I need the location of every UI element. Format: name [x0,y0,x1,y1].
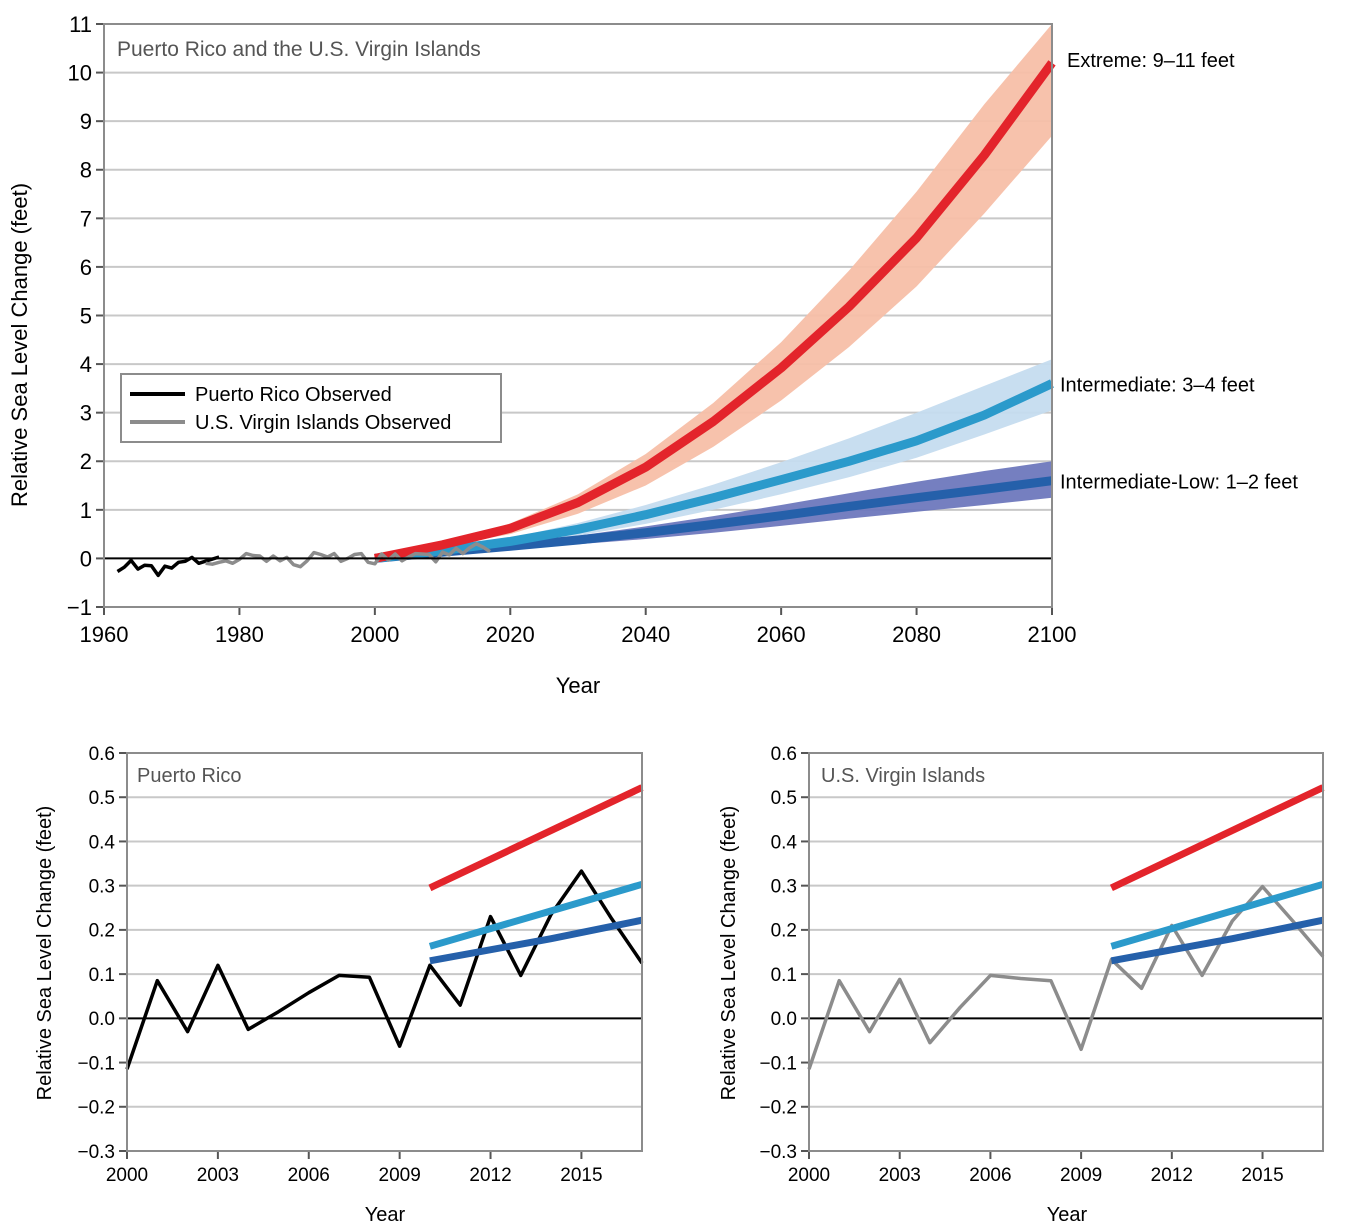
virgin-islands-plot-area [809,753,1323,1151]
virgin-islands-y-axis-label: Relative Sea Level Change (feet) [718,806,740,1101]
virgin-islands-y-tick-label: 0.1 [771,965,797,986]
puerto-rico-x-tick-label: 2006 [288,1165,330,1186]
scenario-label-extreme: Extreme: 9–11 feet [1067,50,1235,72]
main-chart: −1 0 1 2 3 4 5 6 7 8 9 10 11 1960 1980 2000 2020 2040 2060… [7,12,1298,698]
main-x-tick-label: 1980 [215,622,264,647]
virgin-islands-x-tick-label: 2003 [879,1165,921,1186]
legend-box [120,373,502,443]
virgin-islands-x-tick-label: 2006 [969,1165,1011,1186]
band-intermediate-low [374,461,1052,559]
main-x-tick-label: 2060 [757,622,806,647]
virgin-islands-chart: −0.3 −0.2 −0.1 0.0 0.1 0.2 0.3 0.4 0.5 0.6 2000 200… [718,744,1325,1224]
main-y-tick-label: 8 [80,158,92,183]
puerto-rico-y-tick-label: 0.4 [89,832,116,853]
puerto-rico-series-line-extreme [428,784,644,892]
puerto-rico-x-tick-label: 2009 [379,1165,421,1186]
virgin-islands-x-tick-label: 2015 [1241,1165,1283,1186]
puerto-rico-plot-border [126,752,643,1152]
virgin-islands-chart-title: U.S. Virgin Islands [821,765,985,787]
virgin-islands-y-tick-label: 0.4 [771,832,798,853]
main-chart-title: Puerto Rico and the U.S. Virgin Islands [117,38,481,61]
main-y-tick-label: 3 [80,401,92,426]
legend: Puerto Rico Observed U.S. Virgin Islands… [120,373,502,443]
scenario-label-intermediate-low: Intermediate-Low: 1–2 feet [1060,472,1298,494]
main-y-tick-label: 11 [69,12,92,37]
virgin-islands-y-tick-label: 0.3 [771,877,797,898]
main-y-tick-label: 1 [80,498,92,523]
main-y-tick-label: 4 [80,352,92,377]
virgin-islands-plot-border [808,752,1324,1152]
virgin-islands-series-line-u-s-virgin-islands-observed [807,884,1325,1070]
main-x-tick-label: 2080 [892,622,941,647]
virgin-islands-x-tick-label: 2000 [788,1165,830,1186]
puerto-rico-y-tick-label: −0.3 [77,1142,115,1163]
virgin-islands-x-tick-label: 2012 [1151,1165,1193,1186]
puerto-rico-x-tick-label: 2003 [197,1165,239,1186]
main-x-tick-label: 2020 [486,622,535,647]
virgin-islands-series-line-intermediate-low [1110,916,1324,965]
main-x-tick-label: 2000 [350,622,399,647]
puerto-rico-series-line-intermediate [428,880,643,950]
puerto-rico-x-tick-label: 2015 [560,1165,602,1186]
puerto-rico-y-axis-label: Relative Sea Level Change (feet) [34,806,56,1101]
virgin-islands-y-tick-label: −0.2 [759,1098,797,1119]
puerto-rico-y-tick-label: 0.5 [89,788,115,809]
scenario-label-intermediate: Intermediate: 3–4 feet [1060,375,1255,397]
main-y-tick-label: 9 [80,109,92,134]
virgin-islands-series-line-intermediate [1110,880,1324,950]
puerto-rico-chart-title: Puerto Rico [137,765,242,787]
virgin-islands-series-line-extreme [1109,784,1325,892]
puerto-rico-y-tick-label: 0.3 [89,877,115,898]
series-line-extreme [374,60,1056,563]
main-y-tick-label: 0 [80,546,92,571]
puerto-rico-x-tick-label: 2000 [106,1165,148,1186]
main-y-tick-label: 6 [80,255,92,280]
main-x-tick-label: 1960 [80,622,129,647]
puerto-rico-series-line-intermediate-low [429,916,643,965]
main-y-tick-label: −1 [67,595,92,620]
main-x-tick-label: 2100 [1028,622,1077,647]
main-y-tick-label: 10 [68,61,92,86]
virgin-islands-y-tick-label: 0.0 [771,1009,797,1030]
virgin-islands-y-tick-label: 0.6 [771,744,797,765]
puerto-rico-y-tick-label: 0.2 [89,921,115,942]
puerto-rico-y-tick-label: −0.1 [77,1053,115,1074]
main-x-tick-label: 2040 [621,622,670,647]
main-y-axis-label: Relative Sea Level Change (feet) [7,183,32,507]
virgin-islands-x-tick-label: 2009 [1060,1165,1102,1186]
puerto-rico-y-tick-label: −0.2 [77,1098,115,1119]
puerto-rico-plot-area [127,753,642,1151]
legend-label-virgin-islands: U.S. Virgin Islands Observed [195,412,451,434]
puerto-rico-y-tick-label: 0.6 [89,744,115,765]
puerto-rico-chart: −0.3 −0.2 −0.1 0.0 0.1 0.2 0.3 0.4 0.5 0.6 2000 200… [34,744,644,1224]
puerto-rico-y-tick-label: 0.1 [89,965,115,986]
main-y-tick-label: 5 [80,303,92,328]
puerto-rico-y-tick-label: 0.0 [89,1009,115,1030]
virgin-islands-x-axis-label: Year [1047,1204,1088,1224]
main-y-tick-label: 7 [80,206,92,231]
puerto-rico-x-axis-label: Year [365,1204,406,1224]
puerto-rico-x-tick-label: 2012 [469,1165,511,1186]
main-plot-border [103,23,1053,608]
legend-label-puerto-rico: Puerto Rico Observed [195,384,392,406]
virgin-islands-y-tick-label: 0.2 [771,921,797,942]
virgin-islands-y-tick-label: −0.3 [759,1142,797,1163]
series-line-intermediate [374,379,1054,563]
main-x-axis-label: Year [556,673,600,698]
virgin-islands-y-tick-label: 0.5 [771,788,797,809]
main-y-tick-label: 2 [80,449,92,474]
virgin-islands-y-tick-label: −0.1 [759,1053,797,1074]
